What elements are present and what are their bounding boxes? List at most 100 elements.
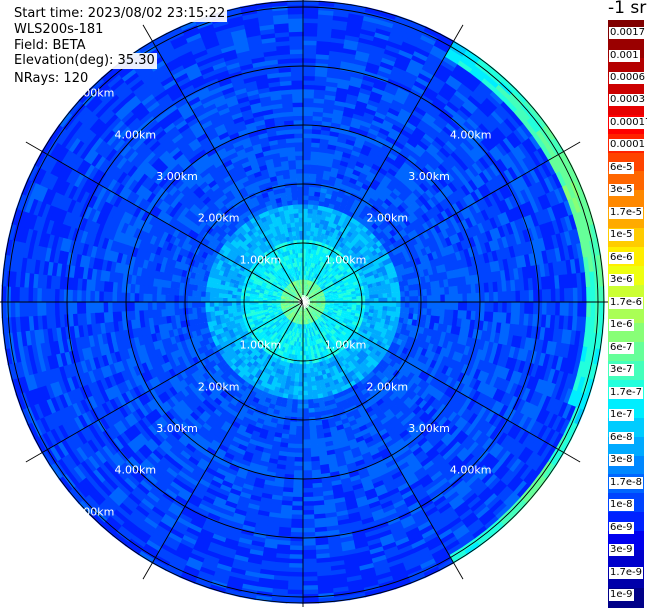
range-gate-577: [378, 127, 391, 137]
range-gate-918: [436, 132, 450, 145]
range-gate-641: [381, 143, 393, 153]
range-gate-2045: [462, 302, 468, 311]
range-gate-634: [367, 171, 377, 180]
range-gate-3984: [302, 443, 311, 449]
range-gate-580: [384, 115, 397, 125]
range-gate-564: [355, 179, 364, 188]
range-gate-4035: [298, 373, 303, 379]
range-gate-219: [316, 213, 322, 220]
range-gate-353: [324, 215, 331, 222]
range-gate-838: [394, 172, 405, 182]
range-gate-793: [440, 86, 455, 99]
range-gate-566: [358, 171, 368, 180]
range-gate-988: [454, 130, 467, 143]
range-gate-517: [380, 94, 394, 104]
range-gate-971: [403, 186, 414, 196]
range-gate-1259: [496, 158, 509, 173]
range-gate-699: [369, 182, 379, 191]
range-gate-587: [396, 86, 411, 97]
range-gate-478: [319, 255, 324, 262]
range-gate-259: [343, 38, 360, 47]
range-gate-1330: [518, 159, 531, 175]
range-gate-996: [477, 104, 492, 118]
range-gate-1129: [493, 126, 507, 141]
range-gate-665: [429, 48, 446, 61]
range-gate-787: [426, 108, 440, 120]
range-gate-440: [356, 132, 368, 141]
range-gate-1033: [393, 207, 403, 217]
range-gate-13: [303, 234, 307, 240]
range-gate-3972: [302, 390, 308, 396]
range-gate-1006: [309, 292, 314, 296]
range-gate-1187: [471, 162, 484, 175]
range-gate-872: [308, 291, 313, 296]
range-gate-74: [304, 261, 308, 267]
range-gate-720: [416, 102, 430, 113]
range-gate-905: [400, 177, 411, 187]
range-gate-374: [348, 125, 360, 134]
range-gate-1132: [503, 117, 518, 133]
range-gate-852: [430, 122, 444, 134]
range-gate-166: [318, 151, 328, 158]
range-gate-89: [308, 195, 315, 201]
range-gate-455: [376, 69, 392, 79]
range-gate-1036: [403, 198, 413, 208]
range-gate-707: [387, 151, 398, 161]
range-gate-1175: [430, 195, 440, 206]
range-gate-3982: [302, 434, 311, 441]
range-gate-781: [411, 130, 424, 141]
range-gate-978: [424, 163, 436, 174]
range-gate-664: [427, 52, 444, 65]
range-gate-586: [394, 91, 409, 101]
range-gate-923: [450, 115, 464, 128]
range-gate-474: [312, 272, 316, 278]
range-gate-831: [376, 197, 385, 206]
range-gate-370: [344, 143, 355, 151]
range-gate-850: [425, 129, 438, 141]
range-gate-791: [435, 93, 450, 106]
range-gate-504: [360, 148, 371, 157]
range-gate-1307: [433, 214, 442, 225]
range-gate-868: [472, 65, 488, 79]
range-gate-527: [396, 53, 412, 64]
range-gate-261: [345, 30, 361, 38]
range-gate-859: [448, 97, 463, 110]
range-gate-1246: [450, 192, 460, 204]
range-gate-1972: [435, 294, 442, 303]
range-gate-806: [311, 287, 315, 292]
range-gate-1143: [320, 284, 326, 289]
range-gate-911: [417, 156, 429, 168]
range-gate-1207: [310, 293, 315, 297]
range-gate-30: [303, 159, 311, 165]
range-gate-773: [392, 160, 403, 170]
range-gate-135: [304, 287, 306, 293]
range-gate-719: [413, 105, 427, 117]
range-gate-68: [303, 287, 305, 293]
range-gate-777: [402, 145, 414, 156]
range-gate-1279: [329, 282, 335, 287]
range-gate-1200: [516, 126, 530, 142]
range-gate-639: [377, 151, 388, 161]
range-gate-479: [320, 251, 326, 258]
range-gate-153: [312, 208, 318, 215]
range-gate-956: [359, 235, 367, 243]
range-gate-538: [308, 285, 312, 290]
range-gate-34: [303, 141, 312, 148]
range-gate-1144: [323, 281, 329, 287]
range-gate-106: [312, 119, 323, 126]
range-gate-58: [303, 35, 318, 41]
range-gate-698: [367, 186, 377, 195]
range-gate-1116: [451, 165, 463, 177]
range-gate-696: [362, 193, 372, 202]
range-gate-1208: [314, 291, 319, 295]
range-gate-24: [303, 186, 310, 192]
range-gate-1966: [409, 296, 415, 303]
range-gate-2025: [374, 302, 380, 307]
range-gate-1171: [416, 206, 426, 217]
range-gate-848: [420, 136, 433, 148]
range-gate-858: [446, 100, 460, 113]
range-gate-150: [310, 221, 316, 228]
range-gate-2033: [409, 302, 415, 309]
range-gate-609: [317, 269, 322, 275]
range-gate-3897: [305, 355, 310, 361]
